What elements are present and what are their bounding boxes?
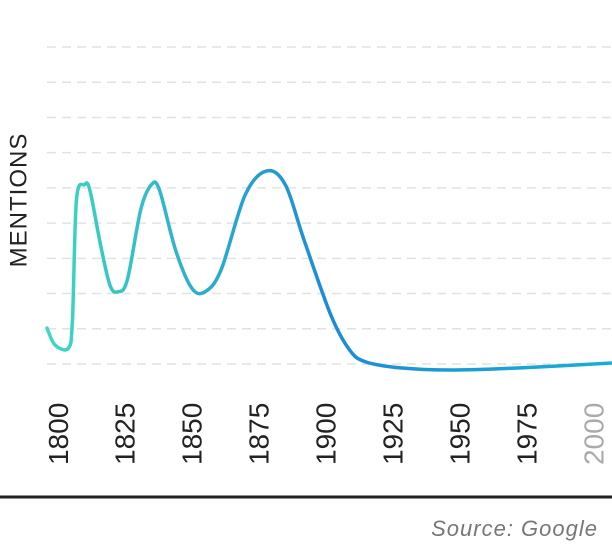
x-tick-label: 1825 [110, 403, 141, 465]
x-tick-label: 1875 [244, 403, 275, 465]
x-tick-label: 1900 [311, 403, 342, 465]
x-tick-label: 1925 [377, 403, 408, 465]
x-tick-label: 2000 [578, 403, 609, 465]
data-line [45, 168, 612, 372]
x-tick-label: 1975 [511, 403, 542, 465]
source-note: Source: Google [431, 516, 598, 541]
x-tick-label: 1800 [43, 403, 74, 465]
x-tick-label: 1850 [177, 403, 208, 465]
x-tick-label: 1950 [444, 403, 475, 465]
y-axis-label: MENTIONS [5, 133, 32, 268]
